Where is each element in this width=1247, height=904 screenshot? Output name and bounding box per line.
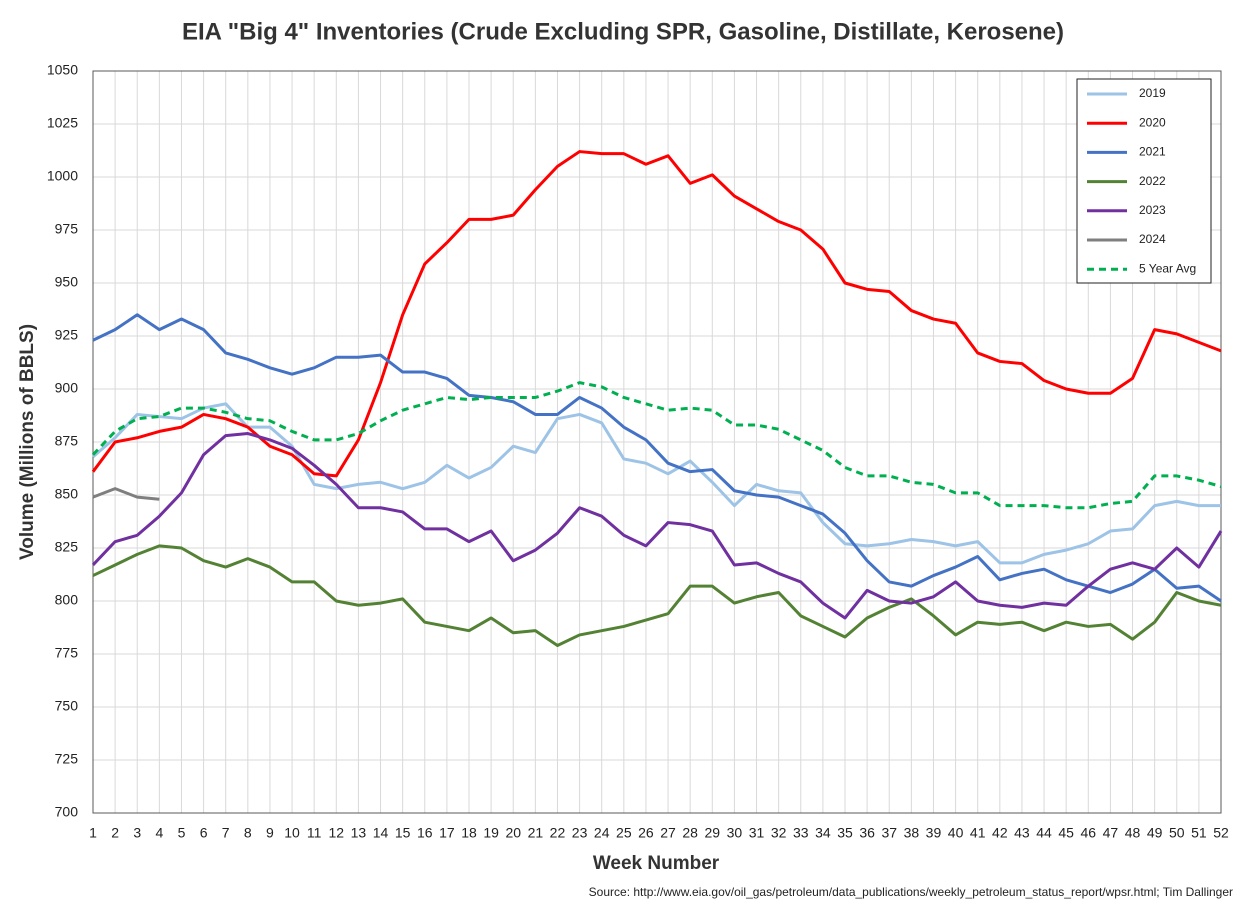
x-tick-label: 25 (616, 825, 632, 841)
x-tick-label: 26 (638, 825, 654, 841)
legend-label: 2021 (1139, 145, 1166, 159)
y-tick-label: 1025 (47, 115, 78, 131)
y-tick-label: 975 (55, 221, 79, 237)
y-tick-label: 900 (55, 380, 79, 396)
series-line (92, 544, 1222, 648)
x-tick-label: 46 (1081, 825, 1097, 841)
legend-label: 5 Year Avg (1139, 261, 1196, 275)
x-tick-label: 27 (660, 825, 676, 841)
y-axis-title: Volume (Millions of BBLS) (17, 324, 38, 560)
x-tick-label: 40 (948, 825, 964, 841)
y-tick-label: 725 (55, 751, 79, 767)
x-tick-label: 28 (682, 825, 698, 841)
y-tick-label: 800 (55, 592, 79, 608)
y-tick-label: 825 (55, 539, 79, 555)
x-tick-label: 4 (155, 825, 163, 841)
x-tick-label: 24 (594, 825, 610, 841)
y-tick-label: 950 (55, 274, 79, 290)
x-tick-label: 20 (505, 825, 521, 841)
x-tick-label: 14 (373, 825, 389, 841)
x-tick-label: 29 (705, 825, 721, 841)
series-line (91, 432, 1223, 620)
y-tick-label: 775 (55, 645, 79, 661)
x-tick-label: 9 (266, 825, 274, 841)
x-tick-label: 2 (111, 825, 119, 841)
x-tick-label: 1 (89, 825, 97, 841)
x-tick-label: 32 (771, 825, 787, 841)
legend-label: 2024 (1139, 232, 1166, 246)
x-tick-label: 31 (749, 825, 765, 841)
x-tick-label: 5 (178, 825, 186, 841)
chart-title: EIA "Big 4" Inventories (Crude Excluding… (182, 18, 1064, 45)
x-tick-label: 10 (284, 825, 300, 841)
x-tick-label: 52 (1213, 825, 1229, 841)
x-tick-label: 41 (970, 825, 986, 841)
x-tick-label: 39 (926, 825, 942, 841)
plot-frame (92, 70, 1222, 814)
y-tick-label: 925 (55, 327, 79, 343)
x-tick-label: 37 (881, 825, 897, 841)
x-tick-label: 49 (1147, 825, 1163, 841)
x-tick-label: 48 (1125, 825, 1141, 841)
x-tick-label: 44 (1036, 825, 1052, 841)
x-tick-label: 43 (1014, 825, 1030, 841)
x-tick-label: 3 (133, 825, 141, 841)
series-line (92, 313, 1222, 603)
y-tick-label: 750 (55, 698, 79, 714)
x-tick-label: 34 (815, 825, 831, 841)
x-tick-label: 17 (439, 825, 455, 841)
source-note: Source: http://www.eia.gov/oil_gas/petro… (589, 885, 1233, 899)
series-line (91, 381, 1222, 510)
x-tick-label: 42 (992, 825, 1008, 841)
x-tick-label: 22 (550, 825, 566, 841)
x-tick-label: 7 (222, 825, 230, 841)
y-tick-label: 1050 (47, 62, 78, 78)
legend: 2019 2020 2021 2022 2023 2024 5 Year Avg (1076, 78, 1212, 284)
y-tick-label: 1000 (47, 168, 78, 184)
x-tick-label: 21 (528, 825, 544, 841)
series-line (91, 150, 1222, 478)
x-tick-label: 11 (307, 825, 322, 841)
x-axis-title: Week Number (593, 853, 720, 874)
series-line (92, 487, 160, 501)
x-tick-label: 45 (1058, 825, 1074, 841)
series-line (92, 402, 1221, 565)
x-tick-label: 18 (461, 825, 477, 841)
legend-label: 2022 (1139, 174, 1166, 188)
x-tick-label: 19 (483, 825, 499, 841)
x-tick-label: 36 (859, 825, 875, 841)
x-tick-label: 33 (793, 825, 809, 841)
x-tick-label: 6 (200, 825, 208, 841)
y-tick-label: 875 (55, 433, 79, 449)
legend-label: 2023 (1139, 203, 1166, 217)
x-tick-label: 15 (395, 825, 411, 841)
legend-label: 2020 (1139, 115, 1166, 129)
legend-label: 2019 (1139, 86, 1166, 100)
x-tick-label: 47 (1103, 825, 1119, 841)
x-tick-label: 12 (329, 825, 345, 841)
x-tick-label: 8 (244, 825, 252, 841)
x-tick-label: 35 (837, 825, 853, 841)
y-tick-label: 700 (55, 804, 79, 820)
x-tick-label: 16 (417, 825, 433, 841)
x-tick-label: 30 (727, 825, 743, 841)
x-tick-label: 23 (572, 825, 588, 841)
y-tick-label: 850 (55, 486, 79, 502)
x-tick-label: 38 (904, 825, 920, 841)
x-tick-label: 50 (1169, 825, 1185, 841)
x-tick-label: 51 (1191, 825, 1207, 841)
x-tick-label: 13 (351, 825, 367, 841)
